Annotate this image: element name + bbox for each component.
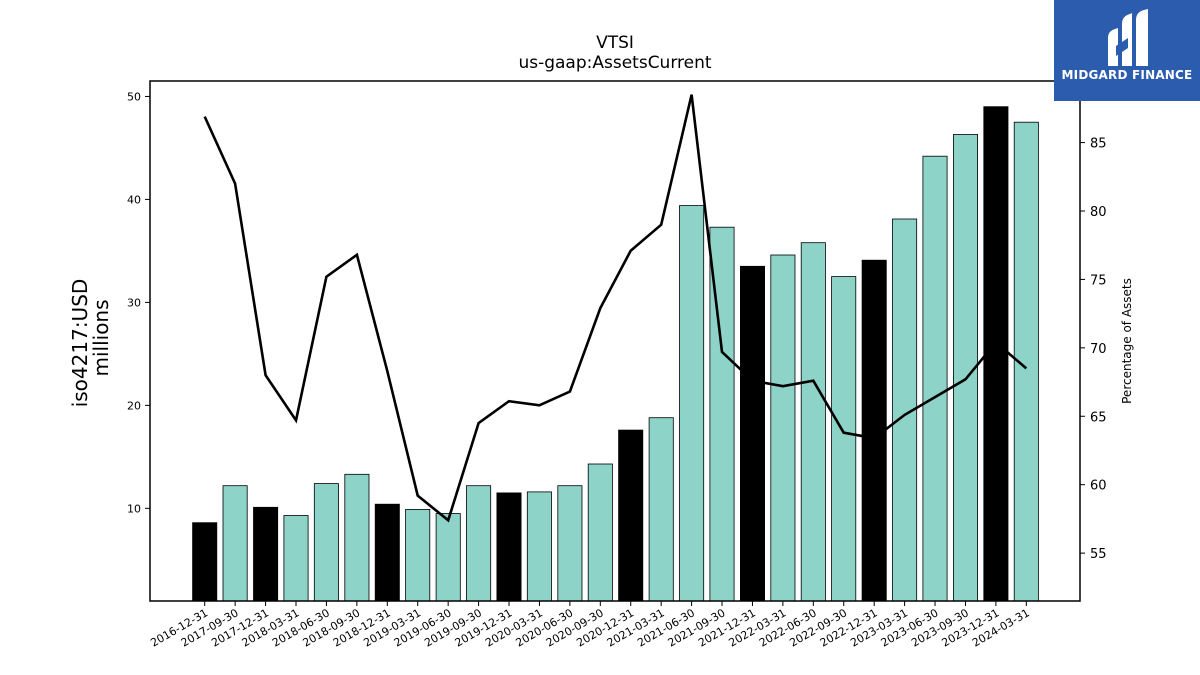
bar-2020-03-31 bbox=[526, 491, 552, 602]
bar-2017-12-31 bbox=[253, 506, 279, 602]
bar-2019-03-31 bbox=[405, 508, 431, 602]
bar-2024-03-31 bbox=[1013, 121, 1039, 602]
y2-tick-label: 75 bbox=[1090, 273, 1107, 288]
bar-2016-12-31 bbox=[192, 522, 218, 602]
chart-title: VTSI bbox=[596, 33, 634, 53]
logo-text: MIDGARD FINANCE bbox=[1061, 68, 1193, 82]
y2-tick-label: 55 bbox=[1090, 547, 1107, 562]
y2-axis-label: Percentage of Assets bbox=[1120, 278, 1134, 404]
bar-2018-09-30 bbox=[344, 473, 370, 602]
bar-2022-09-30 bbox=[831, 276, 857, 602]
y2-tick-label: 70 bbox=[1090, 342, 1107, 357]
y-axis-unit-label: millions bbox=[89, 299, 113, 376]
y2-tick-label: 85 bbox=[1090, 137, 1107, 152]
percentage-line bbox=[203, 94, 1028, 523]
bar-2018-03-31 bbox=[283, 515, 309, 602]
y-tick-label: 20 bbox=[127, 399, 141, 412]
bar-2020-06-30 bbox=[557, 485, 583, 602]
bar-2022-06-30 bbox=[800, 242, 826, 602]
line-layer bbox=[203, 94, 1028, 523]
y-tick-label: 40 bbox=[127, 193, 141, 206]
bar-2023-06-30 bbox=[922, 155, 948, 602]
bars bbox=[192, 106, 1039, 602]
bar-2019-09-30 bbox=[466, 485, 492, 602]
y-tick-label: 30 bbox=[127, 296, 141, 309]
bar-2017-09-30 bbox=[222, 485, 248, 602]
company-logo: MIDGARD FINANCE bbox=[1054, 0, 1200, 101]
y-tick-label: 50 bbox=[127, 90, 141, 103]
bar-2020-12-31 bbox=[618, 429, 644, 602]
bar-2018-06-30 bbox=[313, 483, 339, 602]
y2-tick-label: 60 bbox=[1090, 479, 1107, 494]
y2-tick-label: 80 bbox=[1090, 205, 1107, 220]
bar-2020-09-30 bbox=[587, 463, 613, 602]
bar-2019-06-30 bbox=[435, 513, 461, 602]
bar-2019-12-31 bbox=[496, 492, 522, 602]
bar-2021-12-31 bbox=[740, 265, 766, 602]
bar-2022-03-31 bbox=[770, 254, 796, 602]
y2-tick-label: 65 bbox=[1090, 410, 1107, 425]
logo-mark-icon bbox=[1108, 9, 1148, 66]
plot-frame bbox=[149, 80, 1081, 602]
y-tick-label: 10 bbox=[127, 502, 141, 515]
bar-2021-06-30 bbox=[679, 205, 705, 602]
chart-subtitle: us-gaap:AssetsCurrent bbox=[518, 53, 711, 73]
bar-2018-12-31 bbox=[374, 503, 400, 602]
bar-2021-03-31 bbox=[648, 417, 674, 602]
y-axis-label: iso4217:USD bbox=[68, 279, 92, 408]
